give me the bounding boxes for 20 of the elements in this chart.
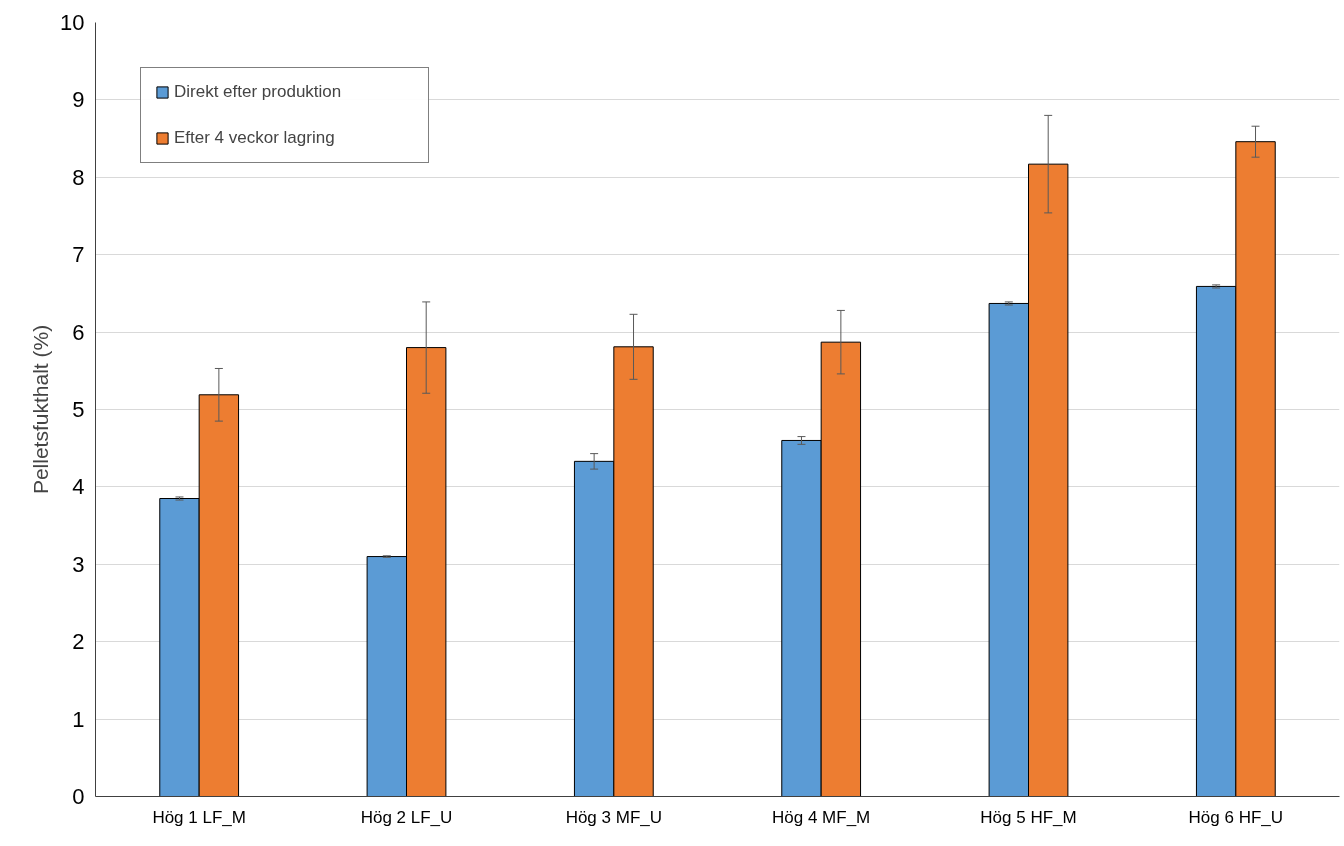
y-tick-label: 8 <box>72 164 85 190</box>
y-tick-label: 10 <box>60 10 85 35</box>
y-tick-label: 1 <box>72 706 85 732</box>
x-tick-label: Hög 3 MF_U <box>565 807 663 827</box>
y-tick-label: 4 <box>72 474 85 500</box>
y-tick-label: 2 <box>72 629 85 655</box>
y-tick-label: 7 <box>72 242 85 268</box>
y-tick-label: 5 <box>72 397 85 422</box>
y-tick-label: 9 <box>72 87 85 113</box>
x-tick-label: Hög 2 LF_U <box>360 807 453 827</box>
y-tick-label: 0 <box>72 784 85 809</box>
legend-label: Direkt efter produktion <box>174 82 343 102</box>
x-tick-label: Hög 4 MF_M <box>772 807 871 827</box>
y-tick-label: 6 <box>72 319 85 345</box>
x-tick-label: Hög 5 HF_M <box>980 807 1077 827</box>
legend-label: Efter 4 veckor lagring <box>174 128 336 148</box>
y-axis-title: Pelletsfukthalt (%) <box>29 324 53 495</box>
x-tick-label: Hög 1 LF_M <box>152 807 246 827</box>
x-tick-label: Hög 6 HF_U <box>1188 807 1284 827</box>
y-tick-label: 3 <box>72 551 85 577</box>
